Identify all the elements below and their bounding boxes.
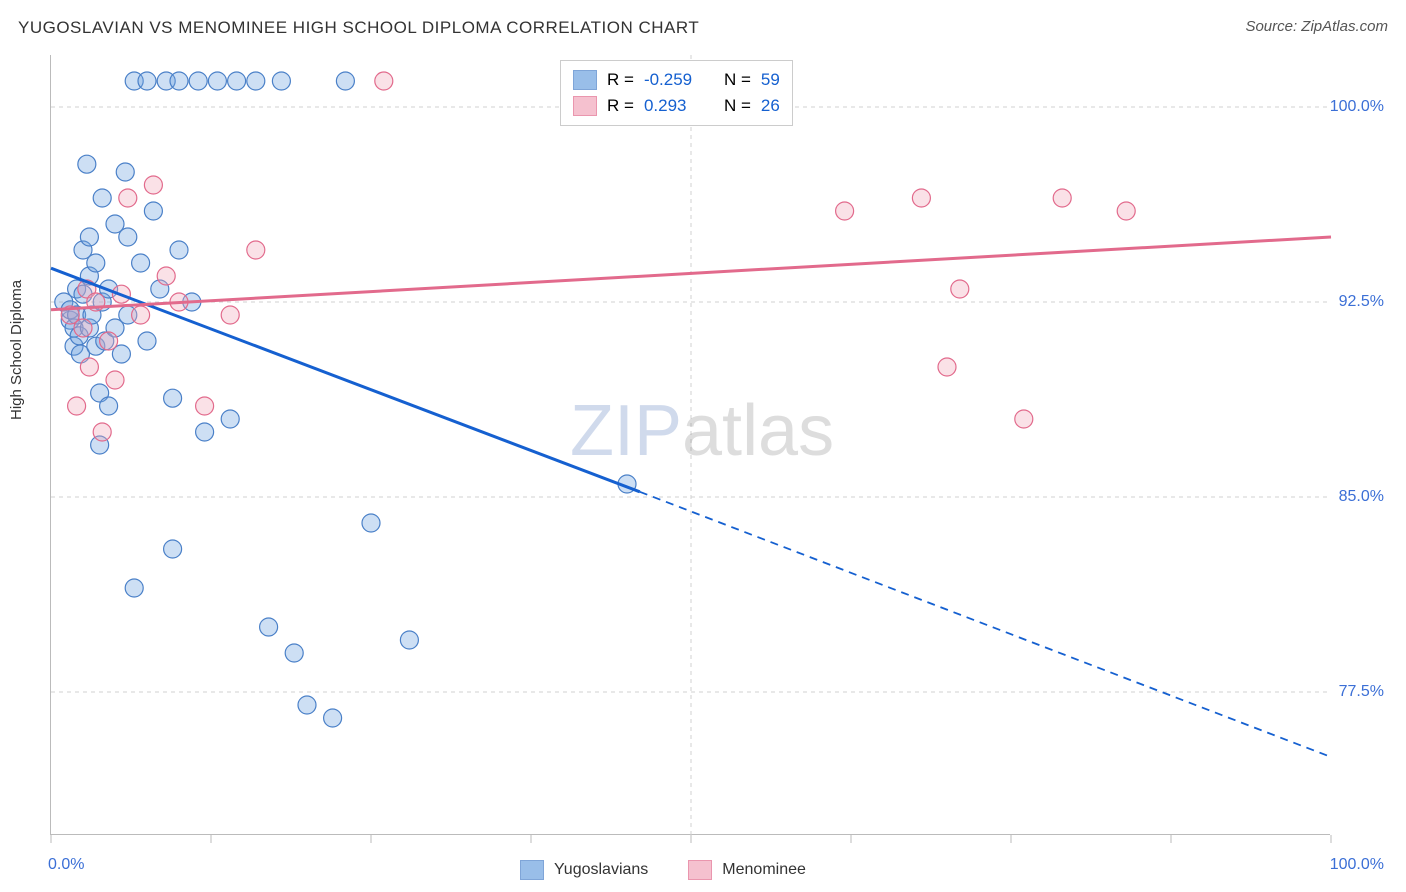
y-tick-label: 85.0% [1339, 488, 1384, 506]
swatch-menominee [573, 96, 597, 116]
legend-r-label: R = [607, 93, 634, 119]
legend-row-yugoslavians: R = -0.259 N = 59 [573, 67, 780, 93]
swatch-menominee-icon [688, 860, 712, 880]
x-tick-100: 100.0% [1330, 856, 1384, 874]
y-tick-label: 92.5% [1339, 293, 1384, 311]
legend-r-value-1: 0.293 [644, 93, 714, 119]
legend-series: Yugoslavians Menominee [520, 860, 806, 880]
plot-svg [51, 55, 1330, 834]
y-tick-label: 77.5% [1339, 683, 1384, 701]
legend-r-label: R = [607, 67, 634, 93]
chart-container: YUGOSLAVIAN VS MENOMINEE HIGH SCHOOL DIP… [0, 0, 1406, 892]
legend-label-1: Menominee [722, 861, 806, 879]
legend-label-0: Yugoslavians [554, 861, 648, 879]
legend-item-menominee: Menominee [688, 860, 806, 880]
legend-correlation: R = -0.259 N = 59 R = 0.293 N = 26 [560, 60, 793, 126]
legend-item-yugoslavians: Yugoslavians [520, 860, 648, 880]
x-tick-0: 0.0% [48, 856, 84, 874]
legend-r-value-0: -0.259 [644, 67, 714, 93]
chart-source: Source: ZipAtlas.com [1245, 18, 1388, 35]
y-tick-label: 100.0% [1330, 98, 1384, 116]
y-axis-label: High School Diploma [8, 280, 25, 420]
legend-n-label: N = [724, 67, 751, 93]
legend-n-label: N = [724, 93, 751, 119]
chart-title: YUGOSLAVIAN VS MENOMINEE HIGH SCHOOL DIP… [18, 18, 699, 38]
legend-row-menominee: R = 0.293 N = 26 [573, 93, 780, 119]
legend-n-value-0: 59 [761, 67, 780, 93]
swatch-yugoslavians [573, 70, 597, 90]
swatch-yugoslavians-icon [520, 860, 544, 880]
legend-n-value-1: 26 [761, 93, 780, 119]
plot-area [50, 55, 1330, 835]
